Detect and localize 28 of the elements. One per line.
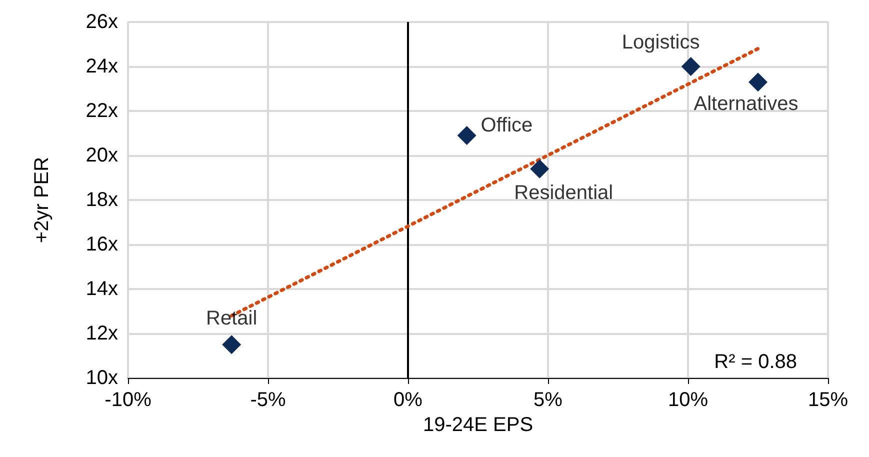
- y-tick-label: 22x: [86, 100, 118, 122]
- x-tick-label: 15%: [808, 389, 848, 411]
- x-axis-title: 19-24E EPS: [422, 414, 534, 436]
- y-tick-label: 20x: [86, 144, 118, 166]
- y-axis-title: +2yr PER: [31, 156, 53, 244]
- x-tick-label: 0%: [394, 389, 423, 411]
- annotation: Alternatives: [694, 93, 798, 116]
- point: [222, 335, 242, 354]
- annotation: R² = 0.88: [714, 351, 798, 373]
- y-tick-label: 24x: [86, 56, 118, 78]
- y-tick-label: 12x: [86, 322, 118, 344]
- y-tick-label: 18x: [86, 189, 118, 211]
- point: [457, 126, 476, 145]
- y-tick-label: 16x: [86, 234, 118, 256]
- y-tick-label: 14x: [86, 278, 118, 300]
- annotation: Logistics: [622, 32, 700, 54]
- x-tick-label: 5%: [534, 389, 563, 411]
- annotation: Residential: [514, 182, 614, 204]
- y-tick-label: 26x: [86, 11, 118, 33]
- x-tick-label: 10%: [668, 389, 708, 411]
- annotation: Office: [480, 114, 533, 136]
- x-tick-label: -10%: [104, 389, 152, 411]
- point: [748, 72, 768, 92]
- point: [530, 159, 550, 178]
- annotation: Retail: [206, 308, 258, 330]
- point: [681, 57, 700, 76]
- y-tick-label: 10x: [86, 367, 118, 389]
- x-tick-label: -5%: [250, 389, 286, 411]
